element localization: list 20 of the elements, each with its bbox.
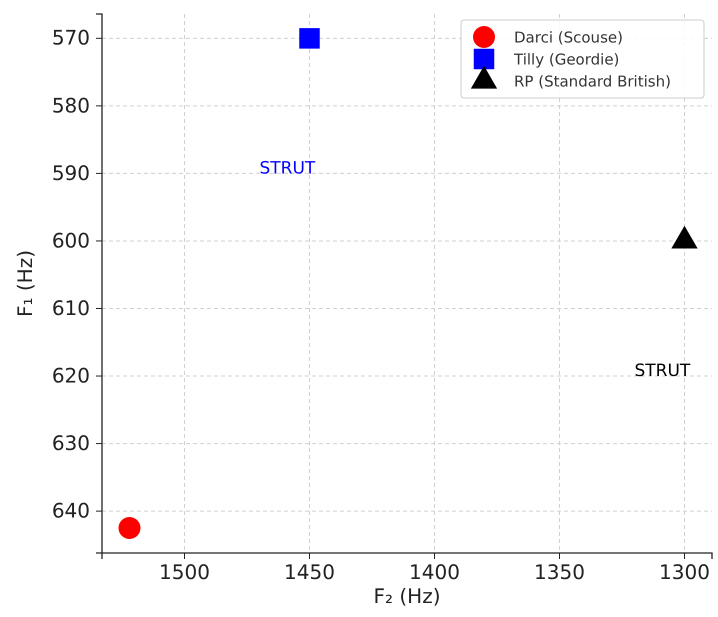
y-tick-label: 600: [52, 228, 90, 252]
x-tick-label: 1450: [284, 560, 335, 584]
x-axis-title: F₂ (Hz): [373, 584, 441, 608]
x-tick-label: 1400: [409, 560, 460, 584]
y-tick-label: 630: [52, 430, 90, 455]
y-tick-label: 610: [52, 296, 90, 320]
y-tick-label: 580: [52, 93, 90, 118]
y-tick-label: 640: [52, 498, 90, 523]
x-tick-label: 1300: [659, 560, 710, 584]
legend-label: RP (Standard British): [514, 72, 671, 90]
annotation: STRUT: [634, 360, 691, 381]
y-tick-label: 620: [52, 363, 90, 388]
y-tick-label: 590: [52, 160, 90, 185]
x-tick-label: 1500: [159, 560, 210, 584]
y-axis-title: F₁ (Hz): [13, 250, 37, 318]
legend-label: Tilly (Geordie): [513, 50, 620, 68]
y-tick-label: 570: [52, 26, 90, 50]
legend-label: Darci (Scouse): [514, 28, 623, 46]
annotation: STRUT: [260, 158, 316, 178]
x-tick-label: 1350: [534, 560, 585, 584]
